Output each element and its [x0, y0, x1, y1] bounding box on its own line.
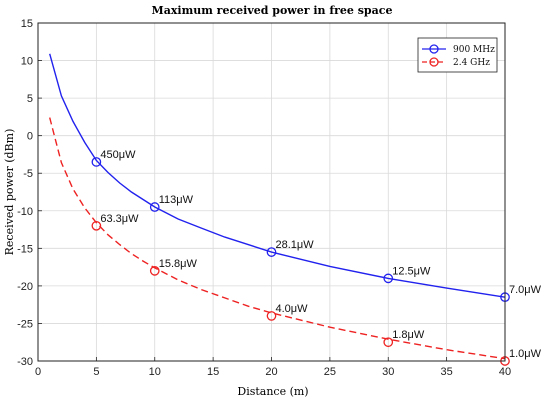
data-label-900mhz: 7.0μW: [509, 284, 542, 296]
axis-ticks: 0 5 10 15 20 25 30 35 40 -30 -25 -20 -15 -10 -5 0 5 10 15: [17, 18, 511, 378]
data-point-900mhz: [266, 247, 277, 257]
y-tick-label: -20: [17, 281, 33, 293]
y-tick-label: -5: [23, 168, 33, 180]
series-2.4ghz: 63.3μW 15.8μW 4.0μW 1.8μW 1.0μW: [49, 117, 542, 366]
legend-marker-2.4ghz: [429, 57, 439, 67]
x-tick-label: 25: [324, 366, 336, 378]
y-tick-label: -25: [17, 318, 33, 330]
legend-item-2.4ghz: 2.4 GHz: [422, 57, 490, 68]
data-label-2.4ghz: 1.8μW: [392, 329, 425, 341]
data-label-2.4ghz: 63.3μW: [100, 213, 139, 225]
data-point-900mhz: [91, 157, 102, 167]
data-point-2.4ghz: [149, 266, 160, 276]
y-tick-label: -15: [17, 243, 33, 255]
legend-label-900mhz: 900 MHz: [453, 45, 495, 55]
data-label-2.4ghz: 15.8μW: [159, 258, 198, 270]
data-label-2.4ghz: 4.0μW: [276, 303, 309, 315]
x-tick-label: 5: [93, 366, 99, 378]
y-axis-label: Received power (dBm): [3, 129, 16, 256]
data-point-2.4ghz: [91, 220, 102, 231]
series-line-2.4ghz: [49, 117, 506, 360]
y-tick-label: 0: [27, 131, 33, 143]
x-tick-label: 15: [207, 366, 219, 378]
legend-box: [417, 37, 498, 73]
series-line-900mhz: [49, 53, 506, 298]
series-900mhz: 450μW 113μW 28.1μW 12.5μW 7.0μW: [49, 53, 542, 303]
legend: 900 MHz 2.4 GHz: [417, 37, 498, 73]
data-point-2.4ghz: [266, 311, 277, 321]
legend-item-900mhz: 900 MHz: [422, 44, 495, 55]
data-point-900mhz: [383, 273, 394, 284]
series-layer: 450μW113μW28.1μW12.5μW7.0μW63.3μW15.8μW4…: [49, 53, 542, 366]
data-point-2.4ghz: [383, 337, 394, 348]
legend-marker-900mhz: [429, 44, 439, 54]
grid: [37, 22, 506, 362]
y-tick-label: 5: [27, 93, 33, 105]
x-tick-label: 0: [35, 366, 41, 378]
x-tick-label: 35: [441, 366, 453, 378]
data-label-2.4ghz: 1.0μW: [509, 348, 542, 360]
data-label-900mhz: 12.5μW: [392, 265, 431, 277]
y-tick-label: 15: [21, 18, 33, 30]
data-label-900mhz: 113μW: [159, 194, 194, 206]
data-label-900mhz: 28.1μW: [276, 239, 315, 251]
x-tick-label: 30: [382, 366, 394, 378]
x-tick-label: 40: [499, 366, 511, 378]
y-tick-label: -10: [17, 206, 33, 218]
x-tick-label: 10: [149, 366, 161, 378]
data-point-900mhz: [149, 202, 160, 212]
data-label-900mhz: 450μW: [100, 149, 136, 161]
chart-title: Maximum received power in free space: [152, 4, 393, 17]
x-tick-label: 20: [265, 366, 277, 378]
y-tick-label: 10: [21, 56, 33, 68]
legend-label-2.4ghz: 2.4 GHz: [453, 58, 490, 68]
x-axis-label: Distance (m): [237, 385, 308, 398]
y-tick-label: -30: [17, 356, 33, 368]
